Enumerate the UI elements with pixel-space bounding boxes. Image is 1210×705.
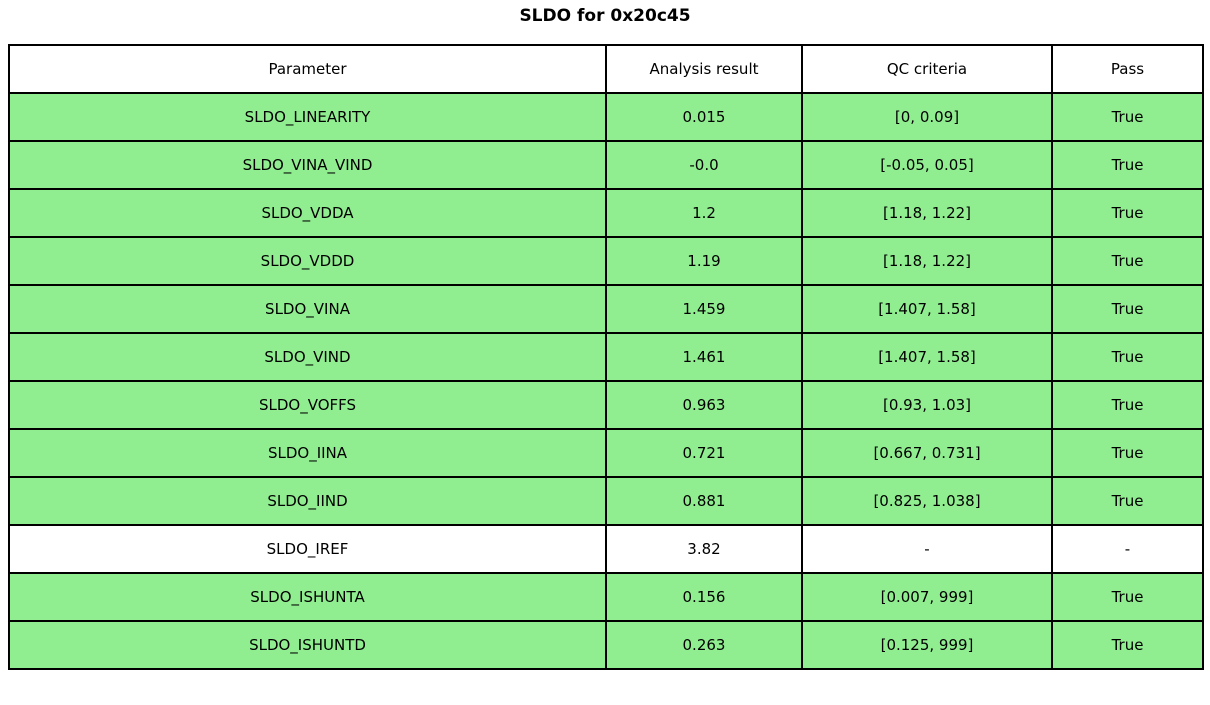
cell-result: 0.263 (605, 620, 803, 670)
table-row: SLDO_ISHUNTD 0.263 [0.125, 999] True (8, 620, 1204, 670)
cell-parameter: SLDO_VINA_VIND (8, 140, 607, 190)
cell-parameter: SLDO_LINEARITY (8, 92, 607, 142)
table-row: SLDO_VOFFS 0.963 [0.93, 1.03] True (8, 380, 1204, 430)
table-row: SLDO_IIND 0.881 [0.825, 1.038] True (8, 476, 1204, 526)
table-row: SLDO_IINA 0.721 [0.667, 0.731] True (8, 428, 1204, 478)
table-row: SLDO_LINEARITY 0.015 [0, 0.09] True (8, 92, 1204, 142)
cell-criteria: [1.18, 1.22] (801, 188, 1053, 238)
cell-parameter: SLDO_IIND (8, 476, 607, 526)
cell-result: 1.459 (605, 284, 803, 334)
column-header-pass: Pass (1051, 44, 1204, 94)
header-row: Parameter Analysis result QC criteria Pa… (8, 44, 1204, 94)
cell-pass: - (1051, 524, 1204, 574)
cell-pass: True (1051, 620, 1204, 670)
cell-result: 0.156 (605, 572, 803, 622)
cell-pass: True (1051, 428, 1204, 478)
cell-criteria: [1.407, 1.58] (801, 332, 1053, 382)
table-header: Parameter Analysis result QC criteria Pa… (8, 44, 1204, 94)
cell-result: 0.721 (605, 428, 803, 478)
cell-parameter: SLDO_IREF (8, 524, 607, 574)
cell-result: 1.2 (605, 188, 803, 238)
cell-pass: True (1051, 92, 1204, 142)
cell-pass: True (1051, 332, 1204, 382)
cell-parameter: SLDO_ISHUNTA (8, 572, 607, 622)
cell-result: 1.461 (605, 332, 803, 382)
table-row: SLDO_ISHUNTA 0.156 [0.007, 999] True (8, 572, 1204, 622)
cell-parameter: SLDO_VDDA (8, 188, 607, 238)
page-title: SLDO for 0x20c45 (519, 6, 691, 26)
cell-criteria: [0.667, 0.731] (801, 428, 1053, 478)
cell-result: 0.015 (605, 92, 803, 142)
cell-parameter: SLDO_VINA (8, 284, 607, 334)
cell-pass: True (1051, 284, 1204, 334)
cell-result: 3.82 (605, 524, 803, 574)
table-row: SLDO_VIND 1.461 [1.407, 1.58] True (8, 332, 1204, 382)
cell-criteria: [0.125, 999] (801, 620, 1053, 670)
cell-result: 0.963 (605, 380, 803, 430)
column-header-qc-criteria: QC criteria (801, 44, 1053, 94)
cell-pass: True (1051, 236, 1204, 286)
cell-criteria: - (801, 524, 1053, 574)
cell-result: -0.0 (605, 140, 803, 190)
cell-result: 0.881 (605, 476, 803, 526)
table-row: SLDO_VDDA 1.2 [1.18, 1.22] True (8, 188, 1204, 238)
table-body: SLDO_LINEARITY 0.015 [0, 0.09] True SLDO_VIN… (8, 92, 1204, 670)
cell-criteria: [0.93, 1.03] (801, 380, 1053, 430)
cell-parameter: SLDO_IINA (8, 428, 607, 478)
cell-parameter: SLDO_ISHUNTD (8, 620, 607, 670)
cell-pass: True (1051, 572, 1204, 622)
cell-criteria: [1.18, 1.22] (801, 236, 1053, 286)
cell-pass: True (1051, 476, 1204, 526)
cell-result: 1.19 (605, 236, 803, 286)
table-row: SLDO_IREF 3.82- - (8, 524, 1204, 574)
cell-parameter: SLDO_VDDD (8, 236, 607, 286)
table-row: SLDO_VINA 1.459 [1.407, 1.58] True (8, 284, 1204, 334)
cell-criteria: [-0.05, 0.05] (801, 140, 1053, 190)
cell-criteria: [0.825, 1.038] (801, 476, 1053, 526)
cell-pass: True (1051, 188, 1204, 238)
cell-parameter: SLDO_VOFFS (8, 380, 607, 430)
table-row: SLDO_VINA_VIND -0.0 [-0.05, 0.05] True (8, 140, 1204, 190)
cell-criteria: [1.407, 1.58] (801, 284, 1053, 334)
qc-results-table: Parameter Analysis result QC criteria Pa… (8, 44, 1204, 670)
cell-pass: True (1051, 140, 1204, 190)
cell-pass: True (1051, 380, 1204, 430)
column-header-analysis-result: Analysis result (605, 44, 803, 94)
column-header-parameter: Parameter (8, 44, 607, 94)
cell-criteria: [0, 0.09] (801, 92, 1053, 142)
cell-criteria: [0.007, 999] (801, 572, 1053, 622)
table-row: SLDO_VDDD 1.19 [1.18, 1.22] True (8, 236, 1204, 286)
cell-parameter: SLDO_VIND (8, 332, 607, 382)
